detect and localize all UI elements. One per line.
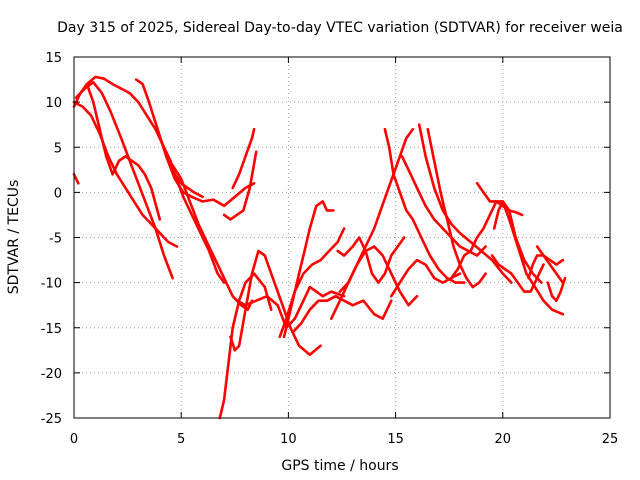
y-tick-label: 10 — [45, 96, 62, 111]
series-line-sat-v — [417, 123, 513, 284]
x-tick-label: 15 — [387, 432, 404, 447]
series-line-sat-i — [231, 127, 256, 190]
series-line-sat-u — [400, 155, 487, 257]
series-line-sat-j — [222, 150, 258, 221]
grid — [74, 57, 610, 418]
series-line-sat-w — [426, 127, 487, 289]
axis-ticks: 0 5 10 15 20 25 15 10 5 0 -5 -10 -15 -20 -25 — [41, 51, 619, 447]
x-tick-label: 10 — [280, 432, 297, 447]
series-line-sat-n — [282, 200, 335, 339]
series-line-sat-q — [338, 127, 415, 293]
series-line-sat-x — [389, 258, 462, 298]
y-tick-label: 5 — [54, 141, 62, 156]
series-group — [72, 75, 567, 420]
series-line-sat-y — [449, 200, 543, 284]
series-line-sat-h — [171, 164, 254, 312]
y-tick-label: -5 — [49, 232, 62, 247]
series-line-sat-p — [291, 294, 393, 334]
x-tick-label: 20 — [495, 432, 512, 447]
y-axis-label: SDTVAR / TECUs — [6, 180, 22, 295]
series-line-sat-m — [235, 285, 346, 330]
series-line-sat-z — [475, 182, 524, 217]
y-tick-label: -25 — [41, 412, 62, 427]
chart-title: Day 315 of 2025, Sidereal Day-to-day VTE… — [57, 20, 623, 36]
series-line-sat-o — [278, 227, 346, 339]
series-line-sat-s — [336, 236, 406, 284]
series-line-sat-b — [74, 81, 174, 280]
series-line-sat-ab — [492, 200, 565, 316]
y-tick-label: 15 — [45, 51, 62, 66]
series-line-sat-aa — [490, 254, 545, 293]
series-line-sat-g — [164, 155, 226, 284]
x-axis-label: GPS time / hours — [281, 458, 398, 474]
series-line-sat-f — [134, 78, 256, 208]
series-line-sat-a — [72, 75, 204, 199]
y-tick-label: 0 — [54, 186, 62, 201]
series-line-sat-c — [72, 100, 179, 248]
y-tick-label: -20 — [41, 367, 62, 382]
y-tick-label: -15 — [41, 322, 62, 337]
series-line-sat-r — [329, 245, 419, 321]
y-tick-label: -10 — [41, 277, 62, 292]
series-line-sat-e — [72, 173, 80, 185]
x-tick-label: 5 — [177, 432, 185, 447]
x-tick-label: 0 — [70, 432, 78, 447]
series-line-sat-ad — [535, 245, 565, 284]
series-line-sat-k — [218, 272, 273, 420]
x-tick-label: 25 — [602, 432, 619, 447]
series-line-sat-d — [85, 82, 162, 221]
series-line-sat-l — [229, 249, 322, 357]
series-line-sat-ae — [546, 276, 567, 303]
